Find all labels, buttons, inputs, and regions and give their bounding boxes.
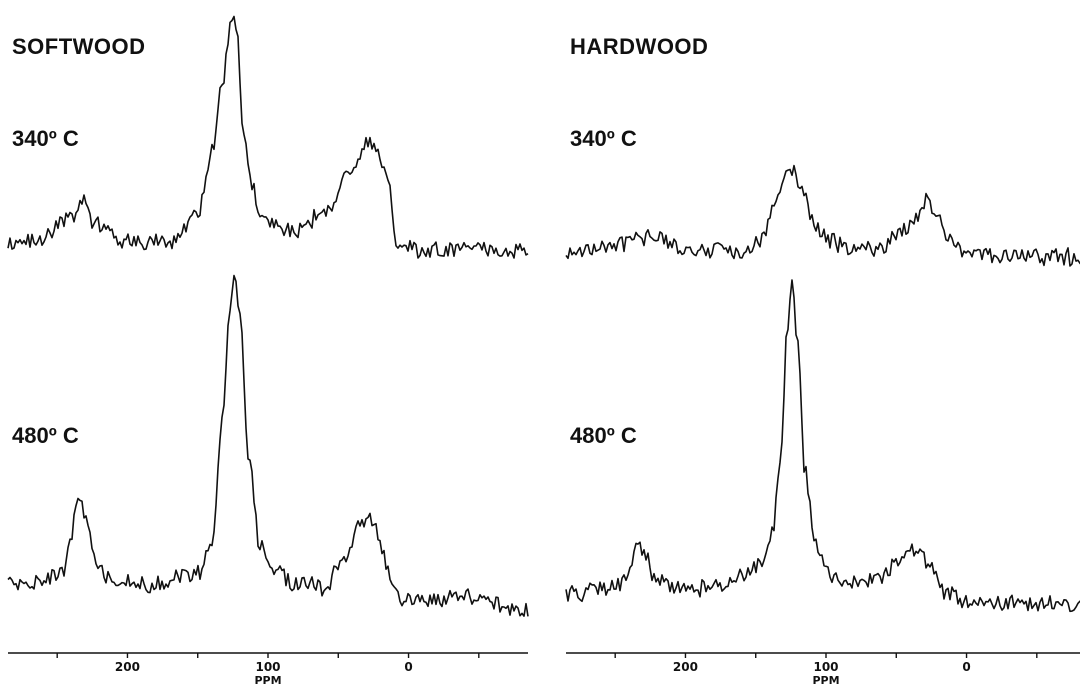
spectrum-trace-bottom bbox=[565, 279, 1080, 613]
x-tick-label: 100 bbox=[255, 660, 280, 674]
series-label-top: 340º C bbox=[12, 126, 79, 151]
softwood-panel: SOFTWOOD 340º C 480º C 200 100 0 PPM bbox=[7, 0, 529, 689]
hardwood-plot: 200 100 0 PPM bbox=[565, 164, 1080, 687]
x-axis-label: PPM bbox=[254, 674, 281, 687]
series-label-top: 340º C bbox=[570, 126, 637, 151]
panel-title: SOFTWOOD bbox=[12, 34, 146, 59]
x-tick-label: 0 bbox=[962, 660, 970, 674]
x-tick-label: 100 bbox=[813, 660, 838, 674]
series-label-bottom: 480º C bbox=[12, 423, 79, 448]
panel-title: HARDWOOD bbox=[570, 34, 709, 59]
series-label-bottom: 480º C bbox=[570, 423, 637, 448]
x-tick-label: 200 bbox=[115, 660, 140, 674]
x-axis-label: PPM bbox=[812, 674, 839, 687]
x-tick-label: 0 bbox=[404, 660, 412, 674]
spectrum-trace-bottom bbox=[7, 274, 529, 617]
spectrum-trace-top bbox=[565, 164, 1080, 267]
hardwood-panel: HARDWOOD 340º C 480º C 200 100 0 PPM bbox=[565, 0, 1080, 689]
spectrum-trace-top bbox=[7, 15, 529, 259]
softwood-plot: 200 100 0 PPM bbox=[7, 15, 529, 687]
x-tick-label: 200 bbox=[673, 660, 698, 674]
